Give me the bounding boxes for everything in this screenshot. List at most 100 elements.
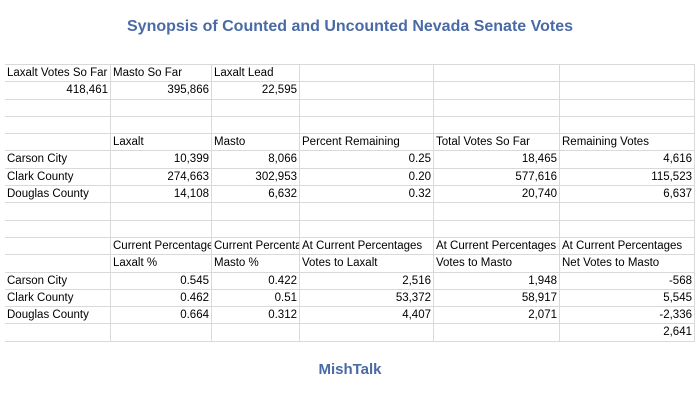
- cell[interactable]: [212, 203, 300, 221]
- cell[interactable]: -2,336: [560, 307, 695, 325]
- cell[interactable]: 18,465: [434, 151, 560, 169]
- cell[interactable]: [560, 99, 695, 117]
- cell[interactable]: Total Votes So Far: [434, 134, 560, 152]
- cell[interactable]: [111, 220, 212, 238]
- table-row: Laxalt % Masto % Votes to Laxalt Votes to M…: [5, 255, 695, 273]
- cell[interactable]: [300, 220, 434, 238]
- cell[interactable]: [560, 203, 695, 221]
- cell[interactable]: [434, 324, 560, 342]
- cell[interactable]: Carson City: [5, 272, 111, 290]
- cell[interactable]: 5,545: [560, 289, 695, 308]
- table-row: [5, 116, 695, 135]
- cell[interactable]: 0.25: [300, 151, 434, 169]
- cell[interactable]: Masto %: [212, 255, 300, 273]
- cell[interactable]: [5, 116, 111, 135]
- cell[interactable]: [560, 116, 695, 135]
- cell[interactable]: [434, 82, 560, 100]
- cell[interactable]: 8,066: [212, 151, 300, 169]
- cell[interactable]: [5, 99, 111, 117]
- cell[interactable]: [111, 99, 212, 117]
- cell[interactable]: [212, 324, 300, 342]
- table-row: [5, 203, 695, 221]
- cell[interactable]: [560, 220, 695, 238]
- cell[interactable]: [212, 220, 300, 238]
- cell[interactable]: Laxalt Lead: [212, 65, 300, 83]
- cell[interactable]: Remaining Votes: [560, 134, 695, 152]
- cell[interactable]: At Current Percentages: [300, 237, 434, 256]
- cell[interactable]: [434, 65, 560, 83]
- cell[interactable]: [434, 203, 560, 221]
- cell[interactable]: 115,523: [560, 168, 695, 187]
- cell[interactable]: 0.51: [212, 289, 300, 308]
- table-row: Clark County 274,663 302,953 0.20 577,616 115…: [5, 168, 695, 187]
- cell[interactable]: 1,948: [434, 272, 560, 290]
- cell[interactable]: [300, 324, 434, 342]
- cell[interactable]: [300, 203, 434, 221]
- cell[interactable]: -568: [560, 272, 695, 290]
- cell[interactable]: 4,407: [300, 307, 434, 325]
- cell[interactable]: 2,516: [300, 272, 434, 290]
- cell[interactable]: Percent Remaining: [300, 134, 434, 152]
- cell[interactable]: Douglas County: [5, 307, 111, 325]
- cell[interactable]: 6,632: [212, 186, 300, 204]
- cell[interactable]: [434, 116, 560, 135]
- cell[interactable]: 10,399: [111, 151, 212, 169]
- cell[interactable]: 58,917: [434, 289, 560, 308]
- cell[interactable]: [300, 82, 434, 100]
- cell[interactable]: [5, 237, 111, 256]
- cell[interactable]: 395,866: [111, 82, 212, 100]
- cell[interactable]: [5, 324, 111, 342]
- cell[interactable]: Masto So Far: [111, 65, 212, 83]
- cell[interactable]: 20,740: [434, 186, 560, 204]
- cell[interactable]: Douglas County: [5, 186, 111, 204]
- cell[interactable]: 577,616: [434, 168, 560, 187]
- cell[interactable]: 2,071: [434, 307, 560, 325]
- cell[interactable]: 14,108: [111, 186, 212, 204]
- cell[interactable]: 418,461: [5, 82, 111, 100]
- cell[interactable]: 4,616: [560, 151, 695, 169]
- cell[interactable]: [434, 220, 560, 238]
- cell[interactable]: [5, 203, 111, 221]
- cell[interactable]: [434, 99, 560, 117]
- cell[interactable]: 2,641: [560, 324, 695, 342]
- cell[interactable]: At Current Percentages: [560, 237, 695, 256]
- cell[interactable]: 0.422: [212, 272, 300, 290]
- cell[interactable]: [300, 116, 434, 135]
- cell[interactable]: [111, 203, 212, 221]
- cell[interactable]: 6,637: [560, 186, 695, 204]
- cell[interactable]: Clark County: [5, 289, 111, 308]
- cell[interactable]: Net Votes to Masto: [560, 255, 695, 273]
- cell[interactable]: Current Percenta: [212, 237, 300, 256]
- cell[interactable]: [5, 255, 111, 273]
- cell[interactable]: Masto: [212, 134, 300, 152]
- cell[interactable]: Current Percentage: [111, 237, 212, 256]
- cell[interactable]: [111, 324, 212, 342]
- cell[interactable]: 0.462: [111, 289, 212, 308]
- cell[interactable]: Laxalt %: [111, 255, 212, 273]
- cell[interactable]: [300, 99, 434, 117]
- cell[interactable]: [111, 116, 212, 135]
- cell[interactable]: [5, 220, 111, 238]
- cell[interactable]: Clark County: [5, 168, 111, 187]
- cell[interactable]: [212, 99, 300, 117]
- cell[interactable]: At Current Percentages: [434, 237, 560, 256]
- cell[interactable]: [300, 65, 434, 83]
- cell[interactable]: [5, 134, 111, 152]
- cell[interactable]: 274,663: [111, 168, 212, 187]
- cell[interactable]: 0.545: [111, 272, 212, 290]
- cell[interactable]: Laxalt: [111, 134, 212, 152]
- cell[interactable]: Carson City: [5, 151, 111, 169]
- cell[interactable]: [212, 116, 300, 135]
- cell[interactable]: [560, 82, 695, 100]
- cell[interactable]: 0.32: [300, 186, 434, 204]
- cell[interactable]: Votes to Laxalt: [300, 255, 434, 273]
- cell[interactable]: Votes to Masto: [434, 255, 560, 273]
- cell[interactable]: Laxalt Votes So Far: [5, 65, 111, 83]
- cell[interactable]: [560, 65, 695, 83]
- cell[interactable]: 22,595: [212, 82, 300, 100]
- cell[interactable]: 0.312: [212, 307, 300, 325]
- cell[interactable]: 302,953: [212, 168, 300, 187]
- cell[interactable]: 0.664: [111, 307, 212, 325]
- cell[interactable]: 53,372: [300, 289, 434, 308]
- cell[interactable]: 0.20: [300, 168, 434, 187]
